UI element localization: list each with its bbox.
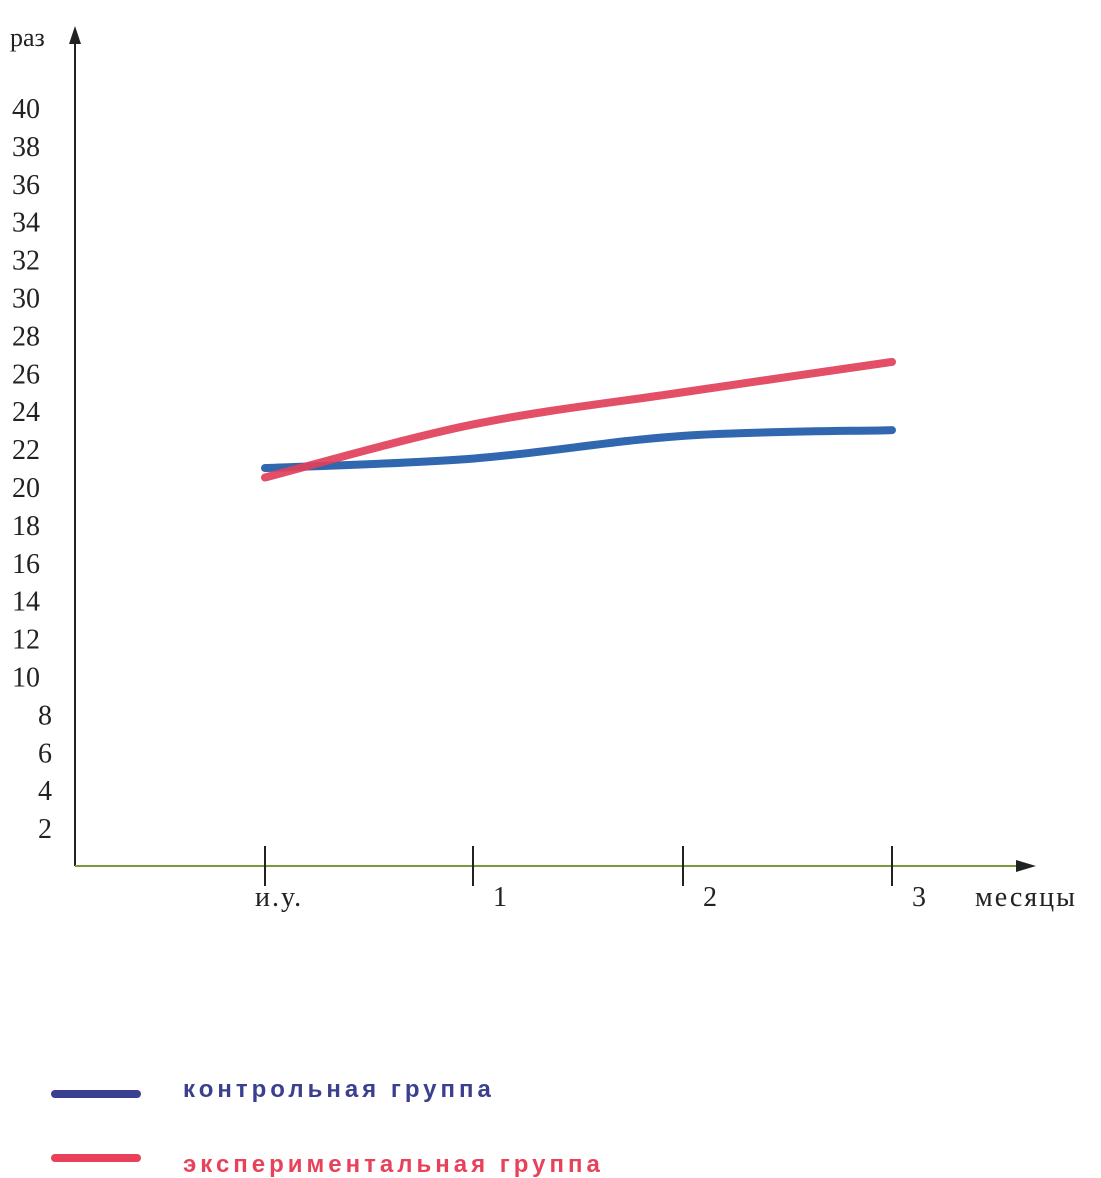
y-tick-label: 4 <box>38 776 52 807</box>
y-tick-label: 34 <box>12 208 40 239</box>
x-axis-title: месяцы <box>975 882 1077 913</box>
y-tick-label: 24 <box>12 397 40 428</box>
y-tick-label: 26 <box>12 359 40 390</box>
series-line-control <box>261 426 896 473</box>
y-tick-label: 14 <box>12 587 40 618</box>
y-tick-label: 30 <box>12 284 40 315</box>
y-tick-label: 8 <box>38 700 52 731</box>
y-tick-label: 2 <box>38 814 52 845</box>
x-axis-arrow-icon <box>1016 860 1036 872</box>
legend: контрольная группа экспериментальная гру… <box>51 1076 604 1178</box>
y-tick-label: 40 <box>12 94 40 125</box>
series-line-experimental <box>261 357 896 482</box>
y-tick-label: 32 <box>12 246 40 277</box>
y-tick-label: 22 <box>12 435 40 466</box>
x-tick-label: 2 <box>703 882 719 913</box>
x-ticks: и.у. 1 2 3 <box>255 846 928 913</box>
x-tick-label: 3 <box>912 882 928 913</box>
y-tick-label: 36 <box>12 170 40 201</box>
y-tick-label: 16 <box>12 549 40 580</box>
y-tick-label: 28 <box>12 321 40 352</box>
y-tick-label: 20 <box>12 473 40 504</box>
y-tick-label: 38 <box>12 132 40 163</box>
x-tick-label: и.у. <box>255 882 303 913</box>
series-lines <box>261 357 896 482</box>
x-tick-label: 1 <box>493 882 509 913</box>
legend-label-experimental: экспериментальная группа <box>183 1151 604 1178</box>
y-tick-label: 12 <box>12 625 40 656</box>
y-axis-arrow-icon <box>69 26 81 44</box>
y-tick-label: 18 <box>12 511 40 542</box>
y-tick-label: 6 <box>38 738 52 769</box>
y-axis-title: раз <box>10 23 45 52</box>
y-tick-label: 10 <box>12 663 40 694</box>
legend-label-control: контрольная группа <box>183 1076 495 1103</box>
